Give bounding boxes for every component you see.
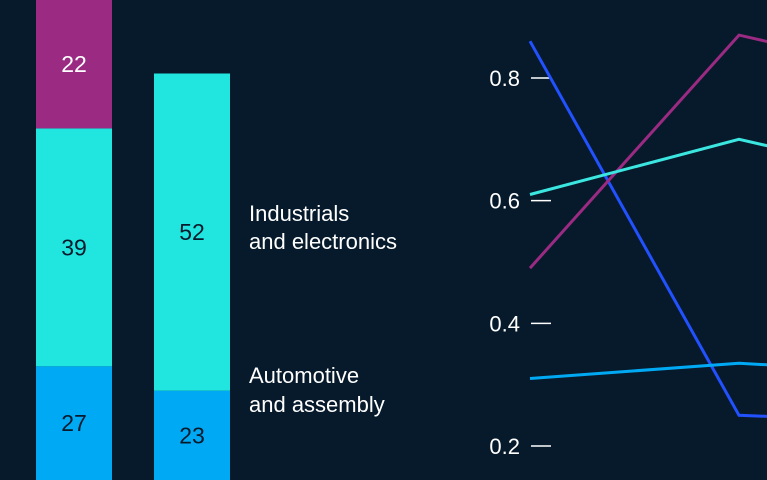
line-series-1 [528, 40, 767, 418]
bar-value-label-1-3: 22 [61, 51, 87, 77]
bar-value-label-2-2: 52 [179, 219, 205, 245]
series-label-automotive-line1: Automotive [249, 363, 359, 388]
y-tick-label-4: 0.2 [489, 434, 520, 459]
bar-segment-1-2 [36, 128, 112, 367]
series-labels: Industrials and electronics Automotive a… [249, 201, 397, 417]
stacked-bar-chart: 27 39 22 23 52 [36, 0, 230, 480]
bar-value-label-2-1: 23 [179, 422, 205, 448]
bar-value-label-1-1: 27 [61, 410, 87, 436]
series-label-industrials-line1: Industrials [249, 201, 349, 226]
line-chart-y-axis: 0.8 0.6 0.4 0.2 [489, 66, 551, 459]
y-tick-label-3: 0.4 [489, 311, 520, 336]
series-label-automotive-line2: and assembly [249, 392, 385, 417]
bar-segment-2-1 [154, 390, 230, 480]
series-label-industrials-line2: and electronics [249, 229, 397, 254]
bar-segment-1-1 [36, 366, 112, 480]
bar-segment-1-3 [36, 0, 112, 129]
line-series-4 [529, 361, 767, 380]
y-tick-label-1: 0.8 [489, 66, 520, 91]
line-series-3 [529, 137, 767, 196]
y-tick-label-2: 0.6 [489, 189, 520, 214]
bar-segment-2-2 [154, 73, 230, 391]
line-chart [528, 33, 767, 418]
bar-value-label-1-2: 39 [61, 234, 87, 260]
line-series-2 [528, 33, 767, 270]
